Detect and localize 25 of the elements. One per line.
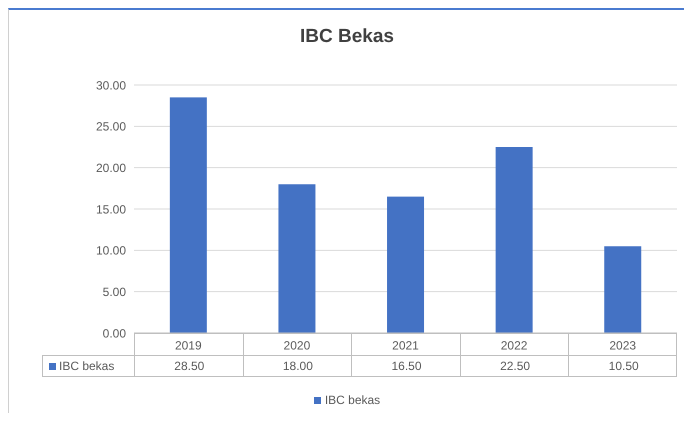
y-tick-label: 0.00 bbox=[102, 326, 126, 340]
bar bbox=[387, 196, 424, 333]
y-tick-label: 30.00 bbox=[96, 78, 126, 92]
data-label: 28.50 bbox=[173, 359, 206, 373]
data-label: 16.50 bbox=[390, 359, 422, 373]
bar bbox=[604, 246, 642, 333]
bar bbox=[170, 97, 207, 333]
data-label: 18.00 bbox=[282, 359, 314, 373]
x-tick-label: 2022 bbox=[500, 338, 528, 353]
y-tick-label: 25.00 bbox=[96, 120, 126, 134]
bar bbox=[496, 147, 533, 333]
text: IBC bekas bbox=[59, 359, 114, 373]
x-tick-label: 2019 bbox=[174, 338, 202, 353]
y-tick-label: 15.00 bbox=[96, 202, 126, 216]
y-tick-label: 5.00 bbox=[102, 284, 126, 299]
y-tick-label: 20.00 bbox=[96, 160, 126, 175]
y-tick-label: 10.00 bbox=[96, 244, 126, 258]
x-tick-label: 2020 bbox=[284, 338, 311, 353]
x-tick-label: 2023 bbox=[609, 338, 636, 353]
data-label: 10.50 bbox=[608, 359, 640, 373]
legend-label: IBC bekas bbox=[324, 393, 380, 407]
data-label: 22.50 bbox=[499, 359, 532, 373]
x-tick-label: 2021 bbox=[392, 338, 420, 353]
chart-title: IBC Bekas bbox=[299, 26, 395, 48]
bar bbox=[278, 184, 316, 333]
